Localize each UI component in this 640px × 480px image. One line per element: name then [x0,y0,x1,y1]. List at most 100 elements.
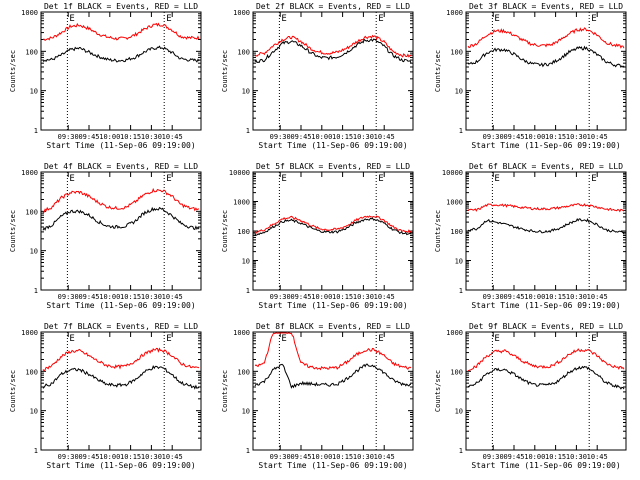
y-tick-label: 1 [459,127,463,135]
x-tick-label: 09:45 [290,133,311,141]
chart-panel-2: Det 2f BLACK = Events, RED = LLD 1 10 100 10… [221,2,414,150]
x-tick-label: 10:45 [162,453,183,461]
event-marker-label: E [69,334,74,344]
x-tick-label: 10:45 [587,133,608,141]
plot-frame [252,171,414,291]
event-marker-label: E [69,174,74,184]
y-tick-label: 1 [34,127,38,135]
series-line [42,364,200,390]
x-tick-label: 10:15 [332,453,353,461]
chart-title: Det 9f BLACK = Events, RED = LLD [469,322,623,331]
y-tick-label: 1000 [233,329,250,337]
y-tick-label: 100 [25,368,38,376]
y-tick-label: 100 [237,228,250,236]
series-line [467,365,625,390]
x-axis-label: Start Time (11-Sep-06 09:19:00) [46,301,195,310]
y-tick-label: 1 [246,127,250,135]
event-marker-label: E [494,174,499,184]
x-tick-label: 09:30 [58,453,79,461]
y-tick-label: 1000 [233,9,250,17]
x-axis-label: Start Time (11-Sep-06 09:19:00) [471,461,620,470]
series-line [42,187,200,214]
x-tick-label: 09:45 [290,453,311,461]
event-marker-label: E [591,14,596,24]
chart-title: Det 7f BLACK = Events, RED = LLD [44,322,198,331]
x-tick-label: 10:30 [353,453,374,461]
chart-title: Det 5f BLACK = Events, RED = LLD [256,162,410,171]
x-tick-label: 10:00 [99,133,120,141]
x-tick-label: 09:45 [290,293,311,301]
event-marker-label: E [281,14,286,24]
y-tick-label: 100 [450,368,463,376]
series-line [467,217,625,234]
x-tick-label: 10:00 [99,453,120,461]
y-tick-label: 10000 [442,169,463,177]
x-tick-label: 09:45 [503,293,524,301]
series-line [42,347,200,372]
series-line [254,38,412,64]
y-axis-label: Counts/sec [221,210,229,252]
x-tick-label: 10:45 [587,453,608,461]
x-tick-label: 10:30 [566,133,587,141]
y-tick-label: 100 [25,208,38,216]
x-tick-label: 10:00 [311,293,332,301]
chart-title: Det 1f BLACK = Events, RED = LLD [44,2,198,11]
plot-frame [40,331,202,451]
y-tick-label: 10 [242,258,250,266]
x-tick-label: 10:30 [566,293,587,301]
x-tick-label: 09:30 [58,293,79,301]
series-line [467,348,625,372]
x-tick-label: 10:15 [120,453,141,461]
x-tick-label: 09:30 [270,133,291,141]
series-line [254,332,412,371]
x-tick-label: 10:15 [545,133,566,141]
x-tick-label: 09:30 [483,293,504,301]
x-tick-label: 10:45 [374,133,395,141]
series-line [254,217,412,236]
x-axis-label: Start Time (11-Sep-06 09:19:00) [258,141,407,150]
y-axis-label: Counts/sec [221,370,229,412]
plot-frame [465,11,627,131]
x-tick-label: 10:15 [545,453,566,461]
y-tick-label: 10 [455,258,463,266]
y-tick-label: 1000 [446,199,463,207]
x-tick-label: 10:45 [587,293,608,301]
y-tick-label: 10 [30,248,38,256]
y-tick-label: 100 [450,228,463,236]
x-tick-label: 10:15 [332,293,353,301]
y-axis-label: Counts/sec [434,50,442,92]
y-tick-label: 100 [25,48,38,56]
x-tick-label: 10:30 [353,293,374,301]
x-tick-label: 10:30 [141,293,162,301]
x-tick-label: 09:30 [483,453,504,461]
y-tick-label: 1 [246,447,250,455]
x-tick-label: 10:30 [141,133,162,141]
y-tick-label: 100 [237,368,250,376]
x-tick-label: 09:45 [78,293,99,301]
event-marker-label: E [281,334,286,344]
x-tick-label: 10:30 [566,453,587,461]
x-tick-label: 10:00 [524,293,545,301]
y-tick-label: 1000 [446,329,463,337]
y-axis-label: Counts/sec [9,370,17,412]
event-marker-label: E [591,334,596,344]
x-axis-label: Start Time (11-Sep-06 09:19:00) [258,301,407,310]
series-line [254,34,412,58]
series-line [467,27,625,49]
event-marker-label: E [69,14,74,24]
x-tick-label: 09:45 [503,453,524,461]
series-line [42,22,200,41]
y-tick-label: 10000 [229,169,250,177]
x-tick-label: 10:45 [374,453,395,461]
y-tick-label: 1000 [21,169,38,177]
y-tick-label: 100 [237,48,250,56]
event-marker-label: E [494,14,499,24]
series-line [42,206,200,231]
x-tick-label: 10:45 [162,293,183,301]
y-tick-label: 10 [30,408,38,416]
y-axis-label: Counts/sec [434,370,442,412]
series-line [254,215,412,235]
series-line [467,45,625,68]
x-tick-label: 09:30 [270,453,291,461]
series-line [254,363,412,389]
